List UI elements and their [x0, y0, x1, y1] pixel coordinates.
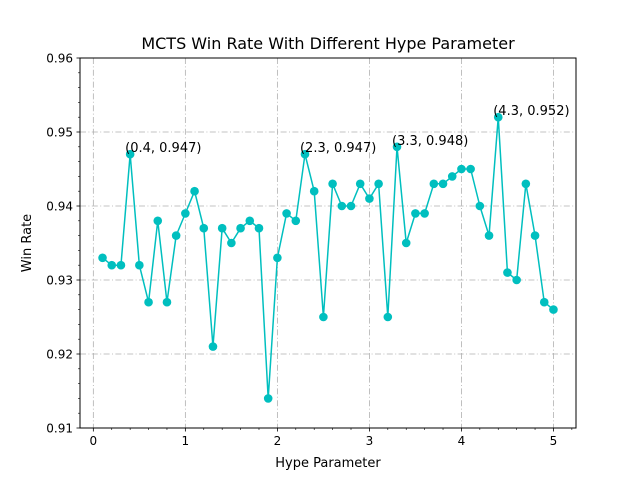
data-point	[346, 201, 356, 211]
data-point	[282, 209, 291, 218]
x-axis-label: Hype Parameter	[275, 456, 381, 471]
data-point	[116, 260, 126, 270]
y-tick-label: 0.96	[46, 52, 73, 66]
data-point	[300, 149, 310, 159]
data-point	[245, 216, 255, 226]
data-point	[549, 305, 558, 314]
data-point	[457, 164, 466, 174]
y-tick-label: 0.91	[46, 422, 73, 436]
data-point	[355, 179, 365, 189]
y-tick-label: 0.92	[46, 348, 73, 362]
data-point	[208, 342, 218, 351]
data-point	[539, 297, 549, 307]
x-tick-label: 1	[182, 434, 190, 448]
y-tick-label: 0.95	[46, 126, 73, 140]
data-point	[429, 179, 439, 189]
plot-frame	[79, 57, 577, 429]
annotations: (0.4, 0.947) (2.3, 0.947) (3.3, 0.948) (4.3…	[125, 104, 569, 156]
data-point	[171, 231, 181, 240]
data-point	[521, 179, 531, 189]
data-point	[217, 223, 227, 233]
data-point	[420, 209, 429, 218]
data-point	[107, 260, 117, 270]
data-point	[236, 223, 245, 233]
data-point	[365, 194, 374, 203]
data-point	[273, 253, 282, 263]
x-tick-label: 0	[90, 434, 98, 448]
data-point	[319, 312, 328, 322]
point-annotation: (0.4, 0.947)	[125, 141, 201, 156]
data-point	[411, 209, 420, 218]
data-point	[392, 142, 402, 152]
x-tick-label: 2	[274, 434, 282, 448]
data-point	[438, 179, 448, 189]
data-point	[401, 238, 411, 248]
series-win-rate	[98, 112, 558, 403]
chart-title: MCTS Win Rate With Different Hype Parame…	[141, 34, 515, 53]
data-point	[144, 297, 153, 307]
data-point	[503, 268, 512, 277]
data-point	[512, 275, 521, 285]
data-point	[227, 238, 236, 248]
y-axis-label: Win Rate	[20, 214, 35, 272]
axis-ticks: 0 1 2 3 4 5 0.91 0.92 0.93 0.94 0.95 0.96	[46, 52, 573, 448]
data-point	[263, 394, 273, 403]
data-point	[153, 216, 163, 226]
data-point	[466, 164, 475, 174]
data-point	[447, 172, 457, 181]
data-point	[291, 216, 301, 226]
point-annotation: (3.3, 0.948)	[392, 134, 468, 149]
data-point	[125, 149, 135, 159]
data-point	[484, 231, 494, 240]
x-tick-label: 4	[458, 434, 466, 448]
data-point	[98, 253, 107, 263]
y-tick-label: 0.94	[46, 200, 73, 214]
y-tick-label: 0.93	[46, 274, 73, 288]
data-point	[162, 297, 172, 307]
x-tick-label: 5	[550, 434, 558, 448]
data-point	[190, 186, 199, 196]
point-annotation: (4.3, 0.952)	[493, 104, 569, 119]
data-point	[374, 179, 383, 189]
data-point	[383, 312, 393, 322]
data-point	[475, 201, 485, 211]
data-point	[135, 260, 144, 270]
point-annotation: (2.3, 0.947)	[300, 141, 376, 156]
data-point	[309, 186, 319, 196]
x-tick-label: 3	[366, 434, 374, 448]
data-point	[493, 112, 503, 122]
data-point	[328, 179, 337, 189]
data-point	[254, 223, 264, 233]
data-point	[337, 201, 347, 211]
data-point	[530, 231, 540, 240]
data-point	[181, 209, 190, 218]
data-point	[199, 223, 209, 233]
